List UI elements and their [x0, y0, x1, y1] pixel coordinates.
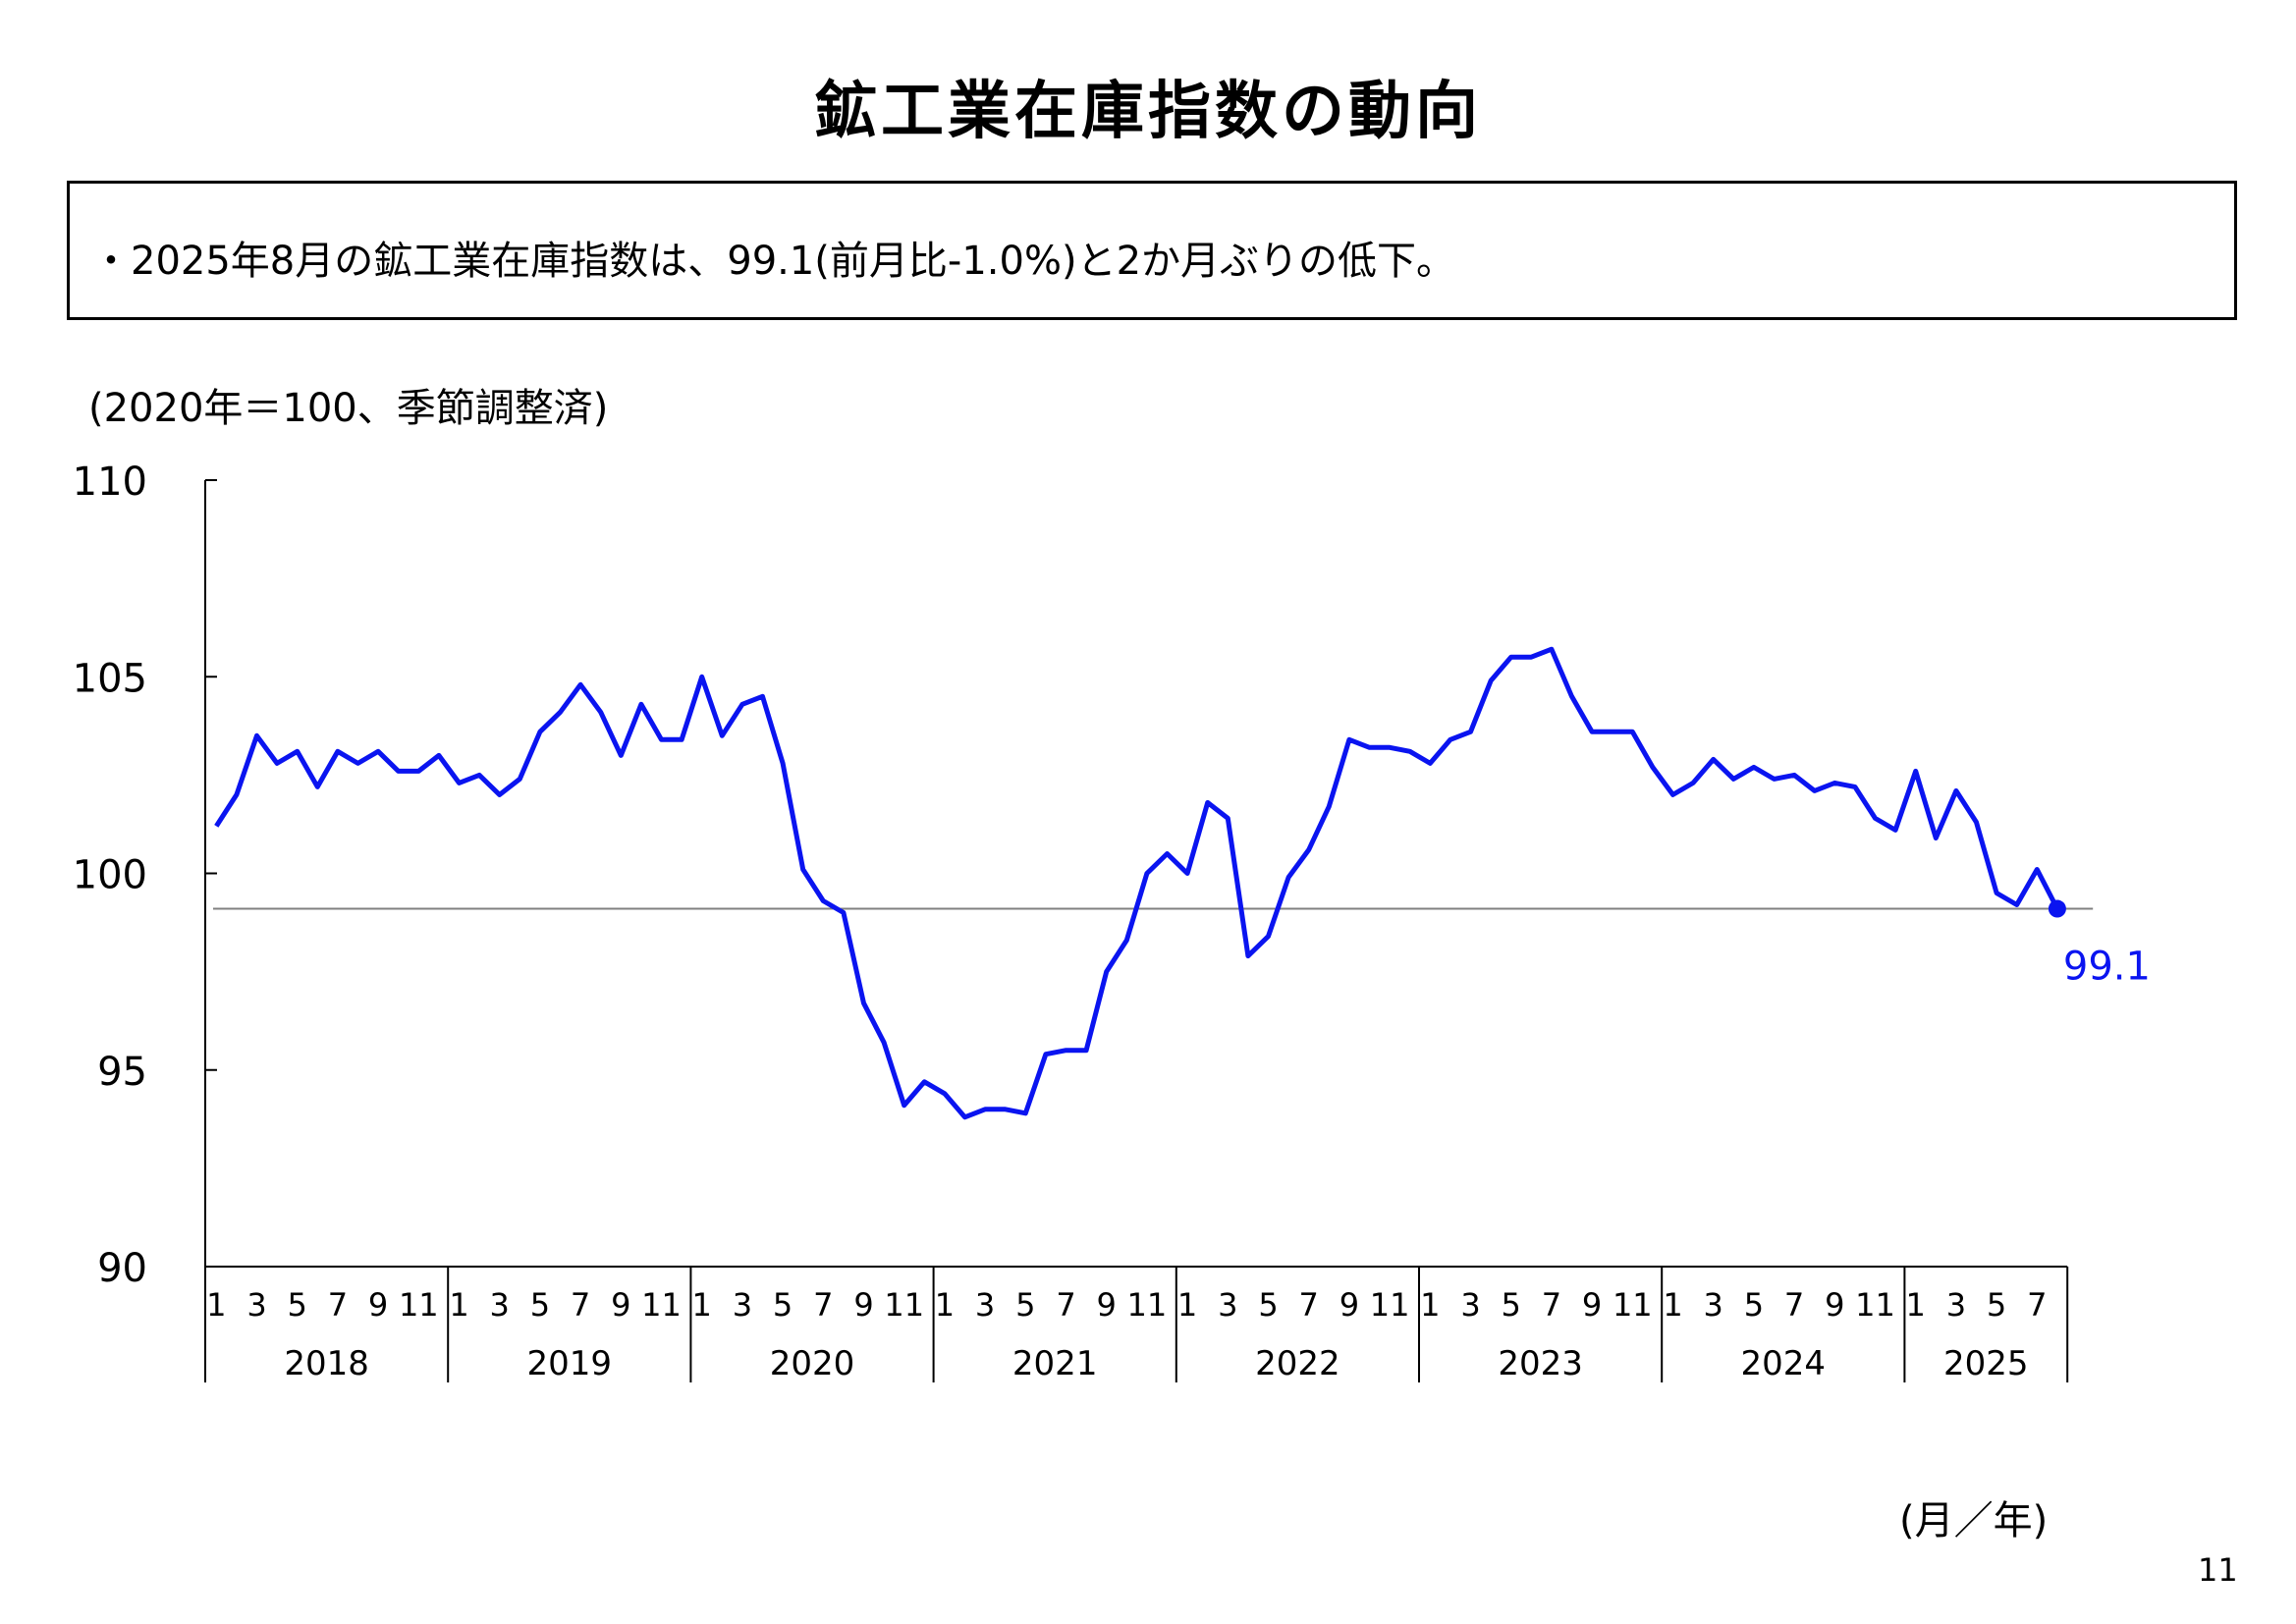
month-tick-label: 9	[1339, 1286, 1359, 1324]
month-tick-label: 9	[1582, 1286, 1602, 1324]
month-tick-label: 3	[490, 1286, 510, 1324]
month-tick-label: 11	[1127, 1286, 1168, 1324]
series-line	[214, 646, 2060, 1120]
summary-box: ・2025年8月の鉱工業在庫指数は、99.1(前月比-1.0%)と2か月ぶりの低…	[67, 181, 2237, 320]
summary-text: ・2025年8月の鉱工業在庫指数は、99.1(前月比-1.0%)と2か月ぶりの低…	[91, 239, 1456, 284]
month-tick-label: 9	[611, 1286, 630, 1324]
month-tick-label: 1	[1420, 1286, 1440, 1324]
month-tick-label: 3	[975, 1286, 995, 1324]
month-tick-label: 5	[1502, 1286, 1521, 1324]
month-tick-label: 3	[246, 1286, 266, 1324]
month-tick-label: 3	[1460, 1286, 1480, 1324]
month-tick-label: 7	[1056, 1286, 1075, 1324]
month-tick-label: 5	[1258, 1286, 1278, 1324]
month-tick-label: 5	[288, 1286, 307, 1324]
month-tick-label: 7	[571, 1286, 590, 1324]
month-tick-label: 3	[1218, 1286, 1237, 1324]
month-tick-label: 1	[449, 1286, 468, 1324]
last-point-marker	[2048, 899, 2066, 918]
month-tick-label: 1	[206, 1286, 226, 1324]
year-label: 2021	[1012, 1344, 1098, 1383]
month-tick-label: 9	[853, 1286, 873, 1324]
year-label: 2023	[1498, 1344, 1583, 1383]
month-tick-label: 1	[1177, 1286, 1197, 1324]
month-tick-label: 5	[530, 1286, 550, 1324]
month-tick-label: 11	[1855, 1286, 1895, 1324]
month-tick-label: 3	[733, 1286, 752, 1324]
y-tick-label: 105	[73, 656, 147, 701]
page-number: 11	[2198, 1551, 2238, 1589]
y-tick-label: 110	[73, 460, 147, 505]
page-title: 鉱工業在庫指数の動向	[814, 76, 1482, 148]
month-tick-label: 5	[773, 1286, 793, 1324]
year-label: 2025	[1943, 1344, 2029, 1383]
month-tick-label: 7	[2027, 1286, 2047, 1324]
month-tick-label: 1	[1663, 1286, 1682, 1324]
month-tick-label: 11	[1370, 1286, 1410, 1324]
month-tick-label: 1	[935, 1286, 955, 1324]
month-tick-label: 7	[1299, 1286, 1319, 1324]
year-label: 2022	[1255, 1344, 1340, 1383]
unit-note: (2020年＝100、季節調整済)	[88, 386, 609, 431]
y-tick-label: 90	[97, 1246, 147, 1291]
y-tick-label: 100	[73, 853, 147, 898]
month-tick-label: 11	[641, 1286, 682, 1324]
month-tick-label: 1	[1906, 1286, 1926, 1324]
month-tick-label: 1	[692, 1286, 712, 1324]
month-tick-label: 9	[1825, 1286, 1844, 1324]
month-tick-label: 3	[1946, 1286, 1966, 1324]
axis-unit-label: (月／年)	[1899, 1498, 2049, 1543]
year-label: 2020	[770, 1344, 855, 1383]
month-tick-label: 11	[884, 1286, 924, 1324]
month-tick-label: 5	[1015, 1286, 1035, 1324]
month-tick-label: 7	[328, 1286, 348, 1324]
month-tick-label: 3	[1704, 1286, 1723, 1324]
year-label: 2024	[1741, 1344, 1827, 1383]
y-tick-label: 95	[97, 1050, 147, 1095]
month-tick-label: 9	[368, 1286, 388, 1324]
month-tick-label: 9	[1097, 1286, 1117, 1324]
last-value-label: 99.1	[2063, 945, 2151, 990]
month-tick-label: 5	[1744, 1286, 1764, 1324]
year-label: 2019	[527, 1344, 613, 1383]
year-label: 2018	[284, 1344, 369, 1383]
month-tick-label: 7	[813, 1286, 833, 1324]
month-tick-label: 11	[1613, 1286, 1653, 1324]
month-tick-label: 11	[399, 1286, 439, 1324]
month-tick-label: 7	[1784, 1286, 1804, 1324]
month-tick-label: 5	[1987, 1286, 2006, 1324]
month-tick-label: 7	[1542, 1286, 1561, 1324]
